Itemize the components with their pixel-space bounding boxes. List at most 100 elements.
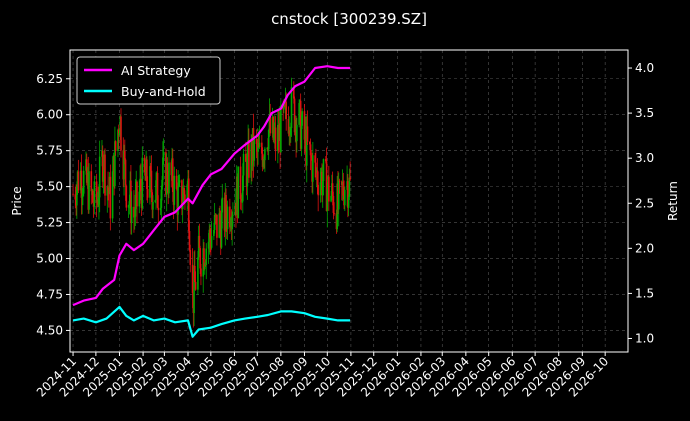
- candle-body: [183, 188, 185, 195]
- candle-body: [299, 100, 302, 149]
- candle-body: [306, 126, 309, 142]
- candle-body: [200, 268, 202, 277]
- candle-body: [98, 156, 101, 198]
- candle-body: [312, 155, 314, 182]
- candle-body: [106, 186, 109, 196]
- candle-body: [332, 195, 335, 213]
- candle-body: [90, 171, 93, 192]
- candle-body: [152, 202, 154, 210]
- candle-body: [303, 111, 306, 140]
- y-tick-label: 5.25: [36, 216, 63, 230]
- candle-body: [93, 181, 96, 207]
- candle-body: [305, 126, 308, 166]
- candle-body: [330, 195, 332, 202]
- y2-tick-label: 4.0: [635, 61, 654, 75]
- candle-body: [193, 265, 195, 314]
- candle-body: [181, 180, 183, 210]
- candle-body: [187, 178, 190, 231]
- candle-body: [269, 114, 272, 134]
- candle-body: [203, 248, 205, 270]
- candle-body: [205, 248, 208, 266]
- candle-body: [280, 105, 282, 153]
- candle-body: [160, 189, 163, 208]
- candle-body: [186, 184, 189, 202]
- candle-body: [74, 194, 77, 200]
- candle-body: [319, 182, 322, 196]
- candle-body: [188, 230, 191, 250]
- plot-frame: [69, 49, 629, 353]
- candle-body: [322, 159, 325, 181]
- candle-body: [316, 170, 319, 185]
- candle-body: [107, 186, 109, 191]
- candle-body: [241, 201, 243, 203]
- candle-body: [213, 214, 216, 230]
- y-tick-label: 5.50: [36, 180, 63, 194]
- y-tick-label: 6.25: [36, 72, 63, 86]
- candle-body: [77, 171, 80, 191]
- candle-body: [177, 186, 179, 215]
- candle-body: [133, 216, 136, 218]
- candle-body: [157, 207, 160, 211]
- candle-body: [293, 98, 296, 133]
- candle-body: [149, 166, 151, 198]
- y-tick-label: 4.50: [36, 323, 63, 337]
- candle-body: [189, 249, 192, 265]
- candle-body: [141, 157, 144, 208]
- candle-body: [317, 184, 319, 196]
- candle-body: [114, 141, 116, 187]
- candle-body: [175, 175, 178, 189]
- candle-body: [240, 198, 243, 203]
- legend: AI Strategy Buy-and-Hold: [76, 56, 221, 105]
- candle-body: [226, 206, 229, 230]
- candle-body: [136, 181, 138, 207]
- candle-body: [88, 171, 90, 210]
- candle-body: [296, 124, 298, 142]
- candle-body: [273, 133, 275, 141]
- candle-body: [120, 116, 122, 151]
- candle-body: [308, 141, 311, 145]
- candle-body: [255, 139, 258, 145]
- candle-body: [210, 236, 213, 248]
- candle-body: [194, 265, 196, 282]
- candle-body: [156, 172, 159, 208]
- y2-tick-label: 2.5: [635, 196, 654, 210]
- candle-body: [309, 144, 312, 156]
- candle-body: [347, 196, 350, 208]
- candle-body: [82, 170, 85, 194]
- candle-body: [139, 178, 142, 192]
- candle-body: [347, 181, 349, 208]
- y2-tick-label: 1.0: [635, 331, 654, 345]
- candle-body: [203, 264, 206, 270]
- candle-body: [134, 194, 137, 217]
- candle-body: [274, 127, 277, 151]
- candle-body: [118, 133, 121, 136]
- candle-body: [315, 162, 317, 173]
- candle-body: [321, 180, 324, 196]
- candle-body: [117, 129, 119, 151]
- candle-body: [209, 229, 211, 239]
- candle-body: [207, 241, 210, 249]
- candle-body: [231, 215, 233, 230]
- candle-body: [161, 179, 163, 190]
- candle-body: [76, 186, 78, 206]
- candle-body: [349, 177, 351, 180]
- candle-body: [178, 182, 180, 187]
- y-tick-label: 6.00: [36, 108, 63, 122]
- candle-body: [101, 150, 104, 182]
- candle-body: [272, 117, 275, 141]
- candle-body: [72, 193, 74, 195]
- candle-body: [159, 207, 162, 211]
- candle-body: [221, 197, 224, 213]
- candle-body: [314, 155, 316, 163]
- candle-body: [124, 159, 127, 186]
- x-axis-ticks: 2024-112024-122025-012025-022025-032025-…: [34, 352, 611, 400]
- candle-body: [191, 264, 194, 294]
- candle-body: [109, 176, 112, 219]
- y-tick-label: 5.75: [36, 144, 63, 158]
- legend-label-strategy: AI Strategy: [121, 63, 191, 78]
- candle-body: [253, 139, 256, 161]
- candle-body: [85, 159, 88, 183]
- candle-body: [213, 229, 215, 237]
- candle-body: [138, 191, 141, 207]
- candle-body: [81, 195, 83, 198]
